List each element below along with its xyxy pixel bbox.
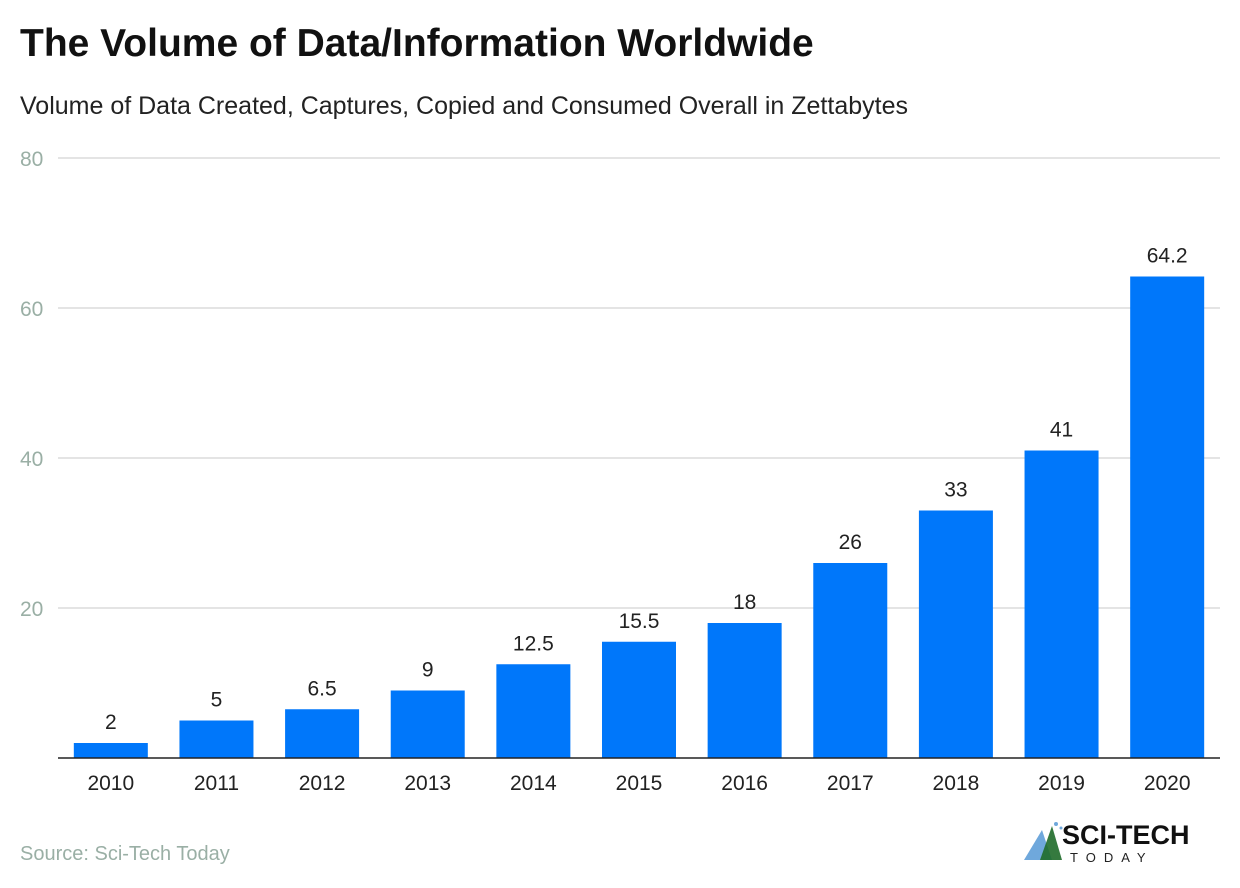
data-label: 26 — [839, 531, 862, 554]
data-label: 15.5 — [619, 610, 660, 633]
x-tick-label: 2013 — [404, 772, 451, 795]
y-tick-label: 20 — [20, 598, 43, 621]
bar-2011 — [179, 720, 254, 758]
bar-2012 — [285, 709, 360, 758]
y-tick-label: 40 — [20, 448, 43, 471]
data-label: 5 — [211, 689, 223, 712]
logo-subtext: TODAY — [1070, 850, 1154, 865]
x-tick-label: 2016 — [721, 772, 768, 795]
bar-2017 — [813, 563, 888, 758]
chart-title: The Volume of Data/Information Worldwide — [20, 22, 814, 65]
sci-tech-today-logo: SCI-TECH TODAY — [1022, 820, 1202, 868]
data-label: 2 — [105, 711, 117, 734]
bar-2010 — [73, 743, 148, 758]
bar-2014 — [496, 664, 571, 758]
logo-mark-icon — [1024, 822, 1063, 860]
source-note: Source: Sci-Tech Today — [20, 843, 230, 865]
logo-text: SCI-TECH — [1062, 820, 1190, 850]
x-tick-label: 2020 — [1144, 772, 1191, 795]
data-label: 9 — [422, 659, 434, 682]
data-label: 6.5 — [307, 677, 336, 700]
x-tick-label: 2012 — [299, 772, 346, 795]
x-tick-label: 2010 — [87, 772, 134, 795]
bar-2015 — [602, 641, 676, 758]
bar-2020 — [1130, 276, 1205, 758]
chart-subtitle: Volume of Data Created, Captures, Copied… — [20, 92, 908, 120]
y-tick-label: 60 — [20, 298, 43, 321]
x-tick-label: 2018 — [933, 772, 980, 795]
data-label: 18 — [733, 591, 756, 614]
x-tick-label: 2011 — [194, 772, 239, 795]
data-label: 33 — [944, 479, 967, 502]
bar-2019 — [1024, 450, 1099, 758]
data-label: 64.2 — [1147, 245, 1188, 268]
y-tick-label: 80 — [20, 148, 43, 171]
x-tick-label: 2017 — [827, 772, 874, 795]
x-tick-label: 2019 — [1038, 772, 1085, 795]
x-tick-label: 2015 — [616, 772, 663, 795]
data-label: 41 — [1050, 419, 1073, 442]
bar-2013 — [390, 690, 465, 758]
x-tick-label: 2014 — [510, 772, 557, 795]
bar-2018 — [918, 510, 993, 758]
data-label: 12.5 — [513, 632, 554, 655]
bar-2016 — [707, 623, 782, 758]
